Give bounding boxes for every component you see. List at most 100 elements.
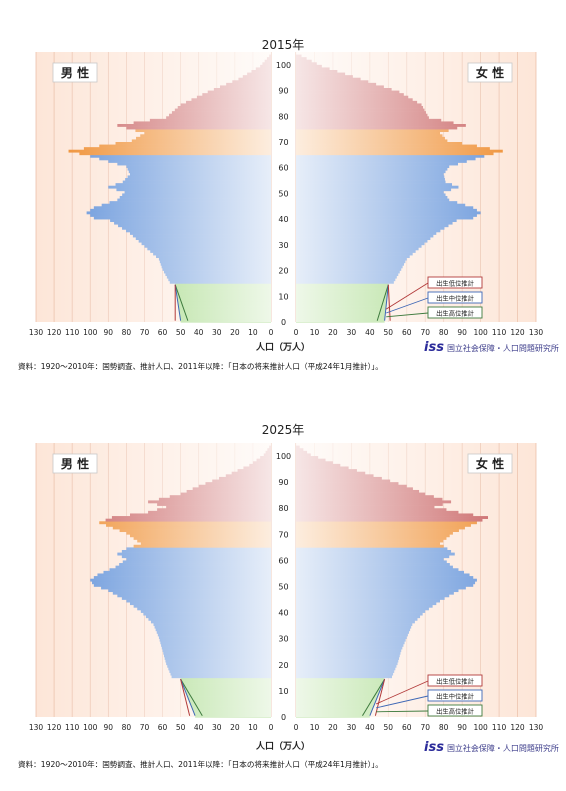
female-x-tick-label: 120 — [510, 723, 525, 732]
ipss-logo-icon: iss — [424, 740, 444, 755]
male-x-tick-label: 90 — [104, 328, 114, 337]
female-x-tick-label: 40 — [365, 328, 375, 337]
source-note: 資料：1920～2010年：国勢調査、推計人口、2011年以降：「日本の将来推計… — [18, 362, 383, 371]
female-label: 女 性 — [476, 65, 504, 80]
male-x-tick-label: 90 — [104, 723, 114, 732]
female-x-tick-label: 0 — [294, 328, 299, 337]
legend-arrow-0 — [375, 680, 429, 705]
female-label-box — [467, 62, 513, 83]
male-x-tick-label: 60 — [158, 328, 168, 337]
chart-title: 2025年 — [261, 423, 305, 437]
legend-box-0 — [427, 276, 483, 289]
female-x-tick-label: 30 — [347, 723, 357, 732]
female-x-tick-label: 100 — [473, 328, 488, 337]
female-x-tick-label: 50 — [384, 723, 394, 732]
female-x-tick-label: 100 — [473, 723, 488, 732]
age-tick-label: 20 — [278, 267, 288, 276]
age-tick-label: 80 — [278, 112, 288, 121]
male-x-tick-label: 60 — [158, 723, 168, 732]
x-axis-label: 人口（万人） — [255, 343, 310, 353]
female-x-tick-label: 110 — [492, 723, 507, 732]
female-projection-line-0 — [376, 284, 389, 321]
logo-text: 国立社会保障・人口問題研究所 — [446, 744, 559, 753]
age-tick-label: 20 — [278, 661, 288, 670]
legend-arrow-1 — [386, 297, 429, 314]
female-x-tick-label: 70 — [420, 328, 430, 337]
female-shading — [296, 443, 536, 717]
female-label-box — [467, 453, 513, 474]
age-tick-label: 40 — [278, 609, 288, 618]
male-x-tick-label: 50 — [176, 723, 186, 732]
legend-label-1: 出生中位推計 — [436, 293, 474, 302]
male-x-tick-label: 130 — [29, 723, 44, 732]
male-projection-line-1 — [180, 678, 196, 716]
male-x-tick-label: 110 — [65, 328, 80, 337]
male-x-tick-label: 20 — [230, 723, 240, 732]
age-tick-label: 50 — [278, 189, 288, 198]
legend-box-2 — [427, 704, 483, 717]
male-label: 男 性 — [61, 456, 89, 471]
male-x-tick-label: 80 — [122, 723, 132, 732]
male-x-tick-label: 0 — [269, 723, 274, 732]
institute-logo: iss 国立社会保障・人口問題研究所 — [424, 340, 559, 355]
legend-label-2: 出生高位推計 — [436, 706, 474, 715]
female-x-tick-label: 90 — [457, 328, 467, 337]
female-projection-line-1 — [369, 678, 386, 716]
male-x-tick-label: 40 — [194, 328, 204, 337]
male-label: 男 性 — [61, 65, 89, 80]
male-x-tick-label: 30 — [212, 328, 222, 337]
legend-arrow-0 — [385, 282, 429, 310]
male-x-tick-label: 110 — [65, 723, 80, 732]
female-x-tick-label: 10 — [310, 328, 320, 337]
male-label-box — [52, 453, 98, 474]
male-x-tick-label: 30 — [212, 723, 222, 732]
logo-text: 国立社会保障・人口問題研究所 — [446, 344, 559, 353]
female-x-tick-label: 120 — [510, 328, 525, 337]
female-x-tick-label: 130 — [529, 328, 544, 337]
age-tick-label: 90 — [278, 478, 288, 487]
female-projection-line-2 — [374, 679, 386, 716]
female-projection-line-1 — [384, 284, 389, 321]
age-tick-label: 100 — [276, 61, 291, 70]
chart-title: 2015年 — [261, 38, 305, 52]
age-tick-label: 0 — [281, 713, 286, 722]
male-x-tick-label: 10 — [248, 328, 258, 337]
age-tick-label: 0 — [281, 318, 286, 327]
female-x-tick-label: 90 — [457, 723, 467, 732]
age-tick-label: 30 — [278, 635, 288, 644]
male-projection-line-1 — [174, 284, 182, 321]
female-label: 女 性 — [476, 456, 504, 471]
female-x-tick-label: 60 — [402, 328, 412, 337]
female-projection-line-2 — [387, 284, 391, 321]
female-x-tick-label: 80 — [439, 328, 449, 337]
male-x-tick-label: 40 — [194, 723, 204, 732]
female-x-tick-label: 10 — [310, 723, 320, 732]
female-x-tick-label: 40 — [365, 723, 375, 732]
legend-box-1 — [427, 689, 483, 702]
female-projection-line-0 — [362, 678, 386, 716]
male-x-tick-label: 100 — [83, 723, 98, 732]
age-tick-label: 70 — [278, 138, 288, 147]
female-x-tick-label: 80 — [439, 723, 449, 732]
ipss-logo-icon: iss — [424, 340, 444, 355]
male-shading — [36, 52, 271, 322]
age-tick-label: 100 — [276, 452, 291, 461]
male-x-tick-label: 70 — [140, 723, 150, 732]
legend-box-1 — [427, 291, 483, 304]
legend-label-0: 出生低位推計 — [436, 278, 474, 287]
pyramid-panel-2025: 2025年 0 10 20 30 40 50 60 70 80 90 100 130 130 120 120… — [0, 395, 566, 791]
legend-arrow-1 — [376, 695, 429, 709]
legend-arrow-2 — [376, 710, 429, 713]
age-tick-label: 10 — [278, 687, 288, 696]
female-shading — [296, 52, 536, 322]
male-x-tick-label: 50 — [176, 328, 186, 337]
female-x-tick-label: 70 — [420, 723, 430, 732]
legend-label-0: 出生低位推計 — [436, 676, 474, 685]
male-x-tick-label: 80 — [122, 328, 132, 337]
male-projection-line-2 — [180, 679, 191, 716]
legend-box-0 — [427, 674, 483, 687]
age-tick-label: 60 — [278, 164, 288, 173]
male-projection-line-0 — [180, 678, 203, 716]
